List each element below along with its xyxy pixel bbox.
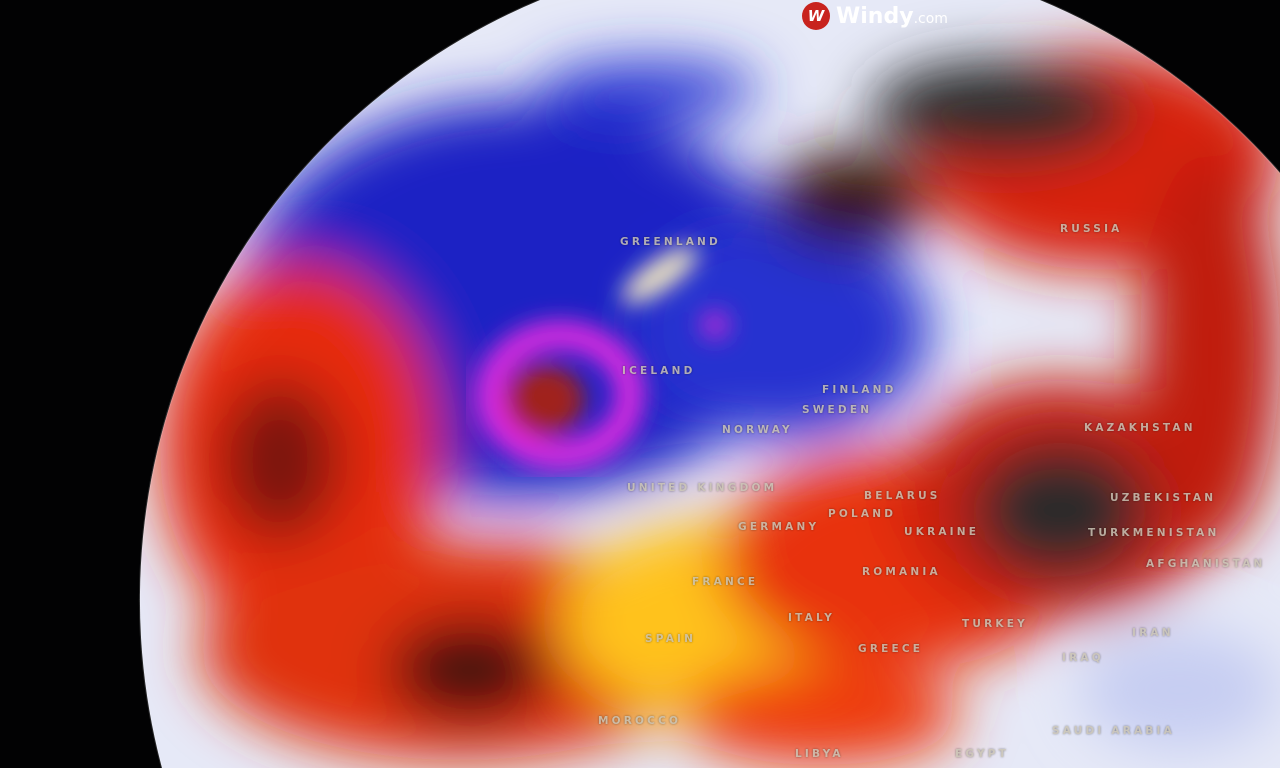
map-label-france: FRANCE (692, 576, 759, 588)
map-label-afghanistan: AFGHANISTAN (1146, 558, 1266, 570)
map-label-finland: FINLAND (822, 384, 897, 396)
map-label-italy: ITALY (788, 612, 836, 624)
map-label-romania: ROMANIA (862, 566, 941, 578)
brand-suffix: .com (913, 10, 948, 27)
map-label-greece: GREECE (858, 643, 924, 655)
map-label-libya: LIBYA (795, 748, 844, 760)
map-label-ukraine: UKRAINE (904, 526, 980, 538)
windy-logo[interactable]: W Windy.com (802, 2, 948, 30)
map-label-poland: POLAND (828, 508, 897, 520)
map-label-iraq: IRAQ (1062, 652, 1104, 664)
map-label-uzbekistan: UZBEKISTAN (1110, 492, 1217, 504)
map-label-belarus: BELARUS (864, 490, 941, 502)
map-label-kazakhstan: KAZAKHSTAN (1084, 422, 1196, 434)
map-label-united-kingdom: UNITED KINGDOM (627, 482, 778, 494)
map-label-germany: GERMANY (738, 521, 820, 533)
map-label-russia: RUSSIA (1060, 223, 1123, 235)
map-label-norway: NORWAY (722, 424, 793, 436)
map-label-turkey: TURKEY (962, 618, 1028, 630)
globe-edge (138, 0, 1280, 768)
map-label-spain: SPAIN (645, 633, 697, 645)
windy-logo-icon: W (802, 2, 830, 30)
map-label-greenland: GREENLAND (620, 236, 721, 248)
map-label-morocco: MOROCCO (598, 715, 682, 727)
map-label-egypt: EGYPT (955, 748, 1010, 760)
map-label-saudi-arabia: SAUDI ARABIA (1052, 725, 1175, 737)
map-label-iceland: ICELAND (622, 365, 696, 377)
brand-name: Windy (836, 3, 914, 29)
map-label-iran: IRAN (1132, 627, 1174, 639)
map-label-sweden: SWEDEN (802, 404, 873, 416)
map-label-turkmenistan: TURKMENISTAN (1088, 527, 1220, 539)
